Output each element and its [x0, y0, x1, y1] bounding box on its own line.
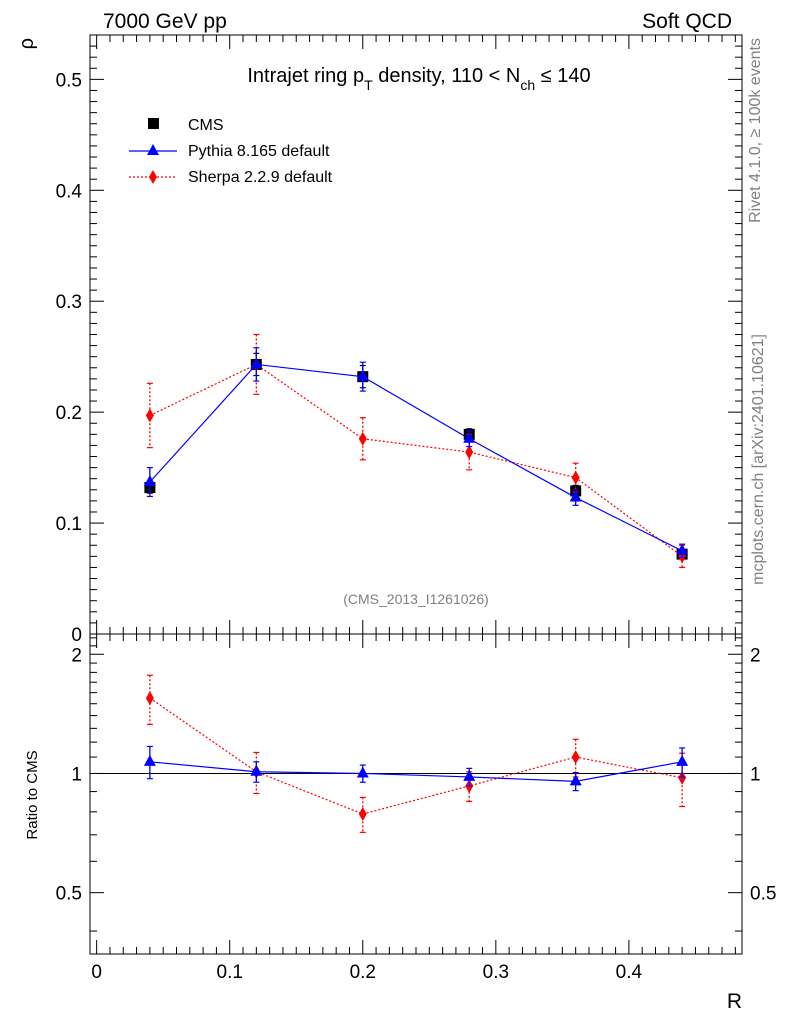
chart-title: Intrajet ring pT density, 110 < Nch ≤ 14… — [247, 65, 590, 93]
legend-label-pythia: Pythia 8.165 default — [188, 143, 330, 160]
main-sherpa-point — [571, 470, 580, 485]
rivet-label: Rivet 4.1.0, ≥ 100k events — [747, 38, 764, 223]
ratio-pythia-point — [356, 766, 369, 778]
legend-marker-pythia — [147, 144, 159, 155]
analysis-id: (CMS_2013_I1261026) — [343, 591, 489, 607]
x-tick-label: 0.1 — [217, 962, 243, 983]
legend-label-cms: CMS — [188, 117, 224, 134]
ratio-pythia-point — [143, 754, 156, 766]
ratio-pythia-point — [676, 754, 689, 766]
title-sub-a: T — [364, 77, 373, 93]
y-tick-label: 0 — [71, 625, 82, 646]
ratio-series-layer — [143, 674, 689, 833]
main-pythia-point — [676, 543, 689, 555]
main-sherpa-point — [358, 431, 367, 446]
main-sherpa-point — [145, 408, 154, 423]
axis-ticks — [90, 34, 742, 954]
x-tick-label: 0.3 — [483, 962, 509, 983]
main-series-layer — [143, 333, 689, 569]
x-axis-label: R — [727, 990, 742, 1013]
ratio-tick-label-left: 2 — [71, 645, 82, 666]
ratio-tick-label-right: 0.5 — [750, 884, 776, 905]
x-tick-label: 0.4 — [616, 962, 643, 983]
main-pythia-point — [356, 369, 369, 381]
axis-tick-labels: 0 0.1 0.2 0.3 0.4 0 0.1 0.2 0.3 0.4 0.5 0.5 0.5 1 1 2 2 — [56, 70, 777, 983]
y-tick-label: 0.5 — [56, 70, 82, 91]
y-tick-label: 0.2 — [56, 403, 82, 424]
main-pythia-point — [463, 431, 476, 443]
ratio-plot-frame — [89, 633, 743, 955]
y-tick-label: 0.4 — [56, 181, 83, 202]
title-part-c: ≤ 140 — [535, 65, 590, 87]
title-sub-b: ch — [520, 77, 535, 93]
title-part-a: Intrajet ring p — [247, 65, 364, 87]
ratio-sherpa-point — [678, 770, 687, 785]
ratio-pythia-point — [250, 764, 263, 776]
x-tick-label: 0.2 — [350, 962, 376, 983]
ratio-sherpa-point — [571, 750, 580, 765]
header-left: 7000 GeV pp — [103, 10, 227, 33]
main-pythia-point — [569, 490, 582, 502]
ratio-sherpa-line — [149, 697, 683, 815]
main-sherpa-line — [149, 363, 683, 557]
y-tick-label: 0.3 — [56, 292, 82, 313]
legend-marker-cms — [148, 118, 159, 129]
main-pythia-point — [250, 357, 263, 369]
legend-marker-sherpa — [149, 170, 157, 184]
y-axis-label: ρ — [16, 38, 38, 49]
legend: CMS Pythia 8.165 default Sherpa 2.2.9 de… — [129, 117, 333, 186]
ratio-pythia-line — [149, 761, 683, 782]
mcplots-label: mcplots.cern.ch [arXiv:2401.10621] — [750, 334, 767, 585]
ratio-tick-label-left: 1 — [71, 764, 82, 785]
ratio-pythia-point — [569, 774, 582, 786]
ratio-sherpa-point — [358, 806, 367, 821]
header-right: Soft QCD — [642, 10, 732, 33]
ratio-axis-label: Ratio to CMS — [24, 750, 41, 839]
ratio-tick-label-right: 1 — [750, 764, 761, 785]
main-pythia-line — [149, 363, 683, 552]
title-part-b: density, 110 < N — [373, 65, 521, 87]
ratio-tick-label-left: 0.5 — [56, 884, 82, 905]
y-tick-label: 0.1 — [56, 514, 82, 535]
main-pythia-point — [143, 475, 156, 487]
ratio-sherpa-point — [145, 691, 154, 706]
x-tick-label: 0 — [91, 962, 102, 983]
main-sherpa-point — [465, 445, 474, 460]
ratio-pythia-point — [463, 769, 476, 781]
legend-label-sherpa: Sherpa 2.2.9 default — [188, 169, 333, 186]
ratio-tick-label-right: 2 — [750, 645, 761, 666]
